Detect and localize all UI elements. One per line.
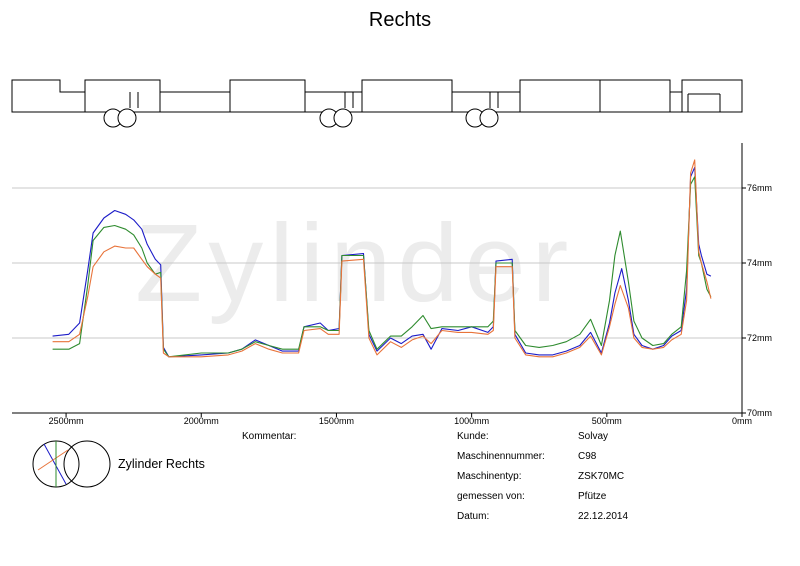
chart-title: Rechts <box>368 9 432 31</box>
info-value-datum: 22.12.2014 <box>578 511 629 522</box>
y-tick-label: 76mm <box>747 183 772 193</box>
info-label-datum: Datum: <box>457 511 490 522</box>
series-line-1 <box>52 166 712 358</box>
series-line-3 <box>52 159 712 358</box>
info-value-maschinennummer: C98 <box>578 451 597 462</box>
x-tick-label: 1500mm <box>319 416 354 426</box>
x-tick-label: 2000mm <box>184 416 219 426</box>
y-tick-label: 74mm <box>747 258 772 268</box>
info-value-kunde: Solvay <box>578 431 609 442</box>
comment-label: Kommentar: <box>242 431 297 442</box>
info-label-maschinentyp: Maschinentyp: <box>457 471 522 482</box>
x-tick-label: 2500mm <box>49 416 84 426</box>
side-feeder-icons <box>103 108 499 128</box>
x-tick-label: 1000mm <box>454 416 489 426</box>
info-value-gemessen-von: Pfütze <box>578 491 607 502</box>
legend-label: Zylinder Rechts <box>118 457 205 471</box>
barrel-separators <box>84 80 721 112</box>
info-label-kunde: Kunde: <box>457 431 489 442</box>
info-label-gemessen-von: gemessen von: <box>457 491 525 502</box>
y-tick-label: 70mm <box>747 408 772 418</box>
info-value-maschinentyp: ZSK70MC <box>578 471 625 482</box>
x-tick-label: 0mm <box>732 416 752 426</box>
info-label-maschinennummer: Maschinennummer: <box>457 451 545 462</box>
y-tick-label: 72mm <box>747 333 772 343</box>
x-tick-label: 500mm <box>592 416 622 426</box>
